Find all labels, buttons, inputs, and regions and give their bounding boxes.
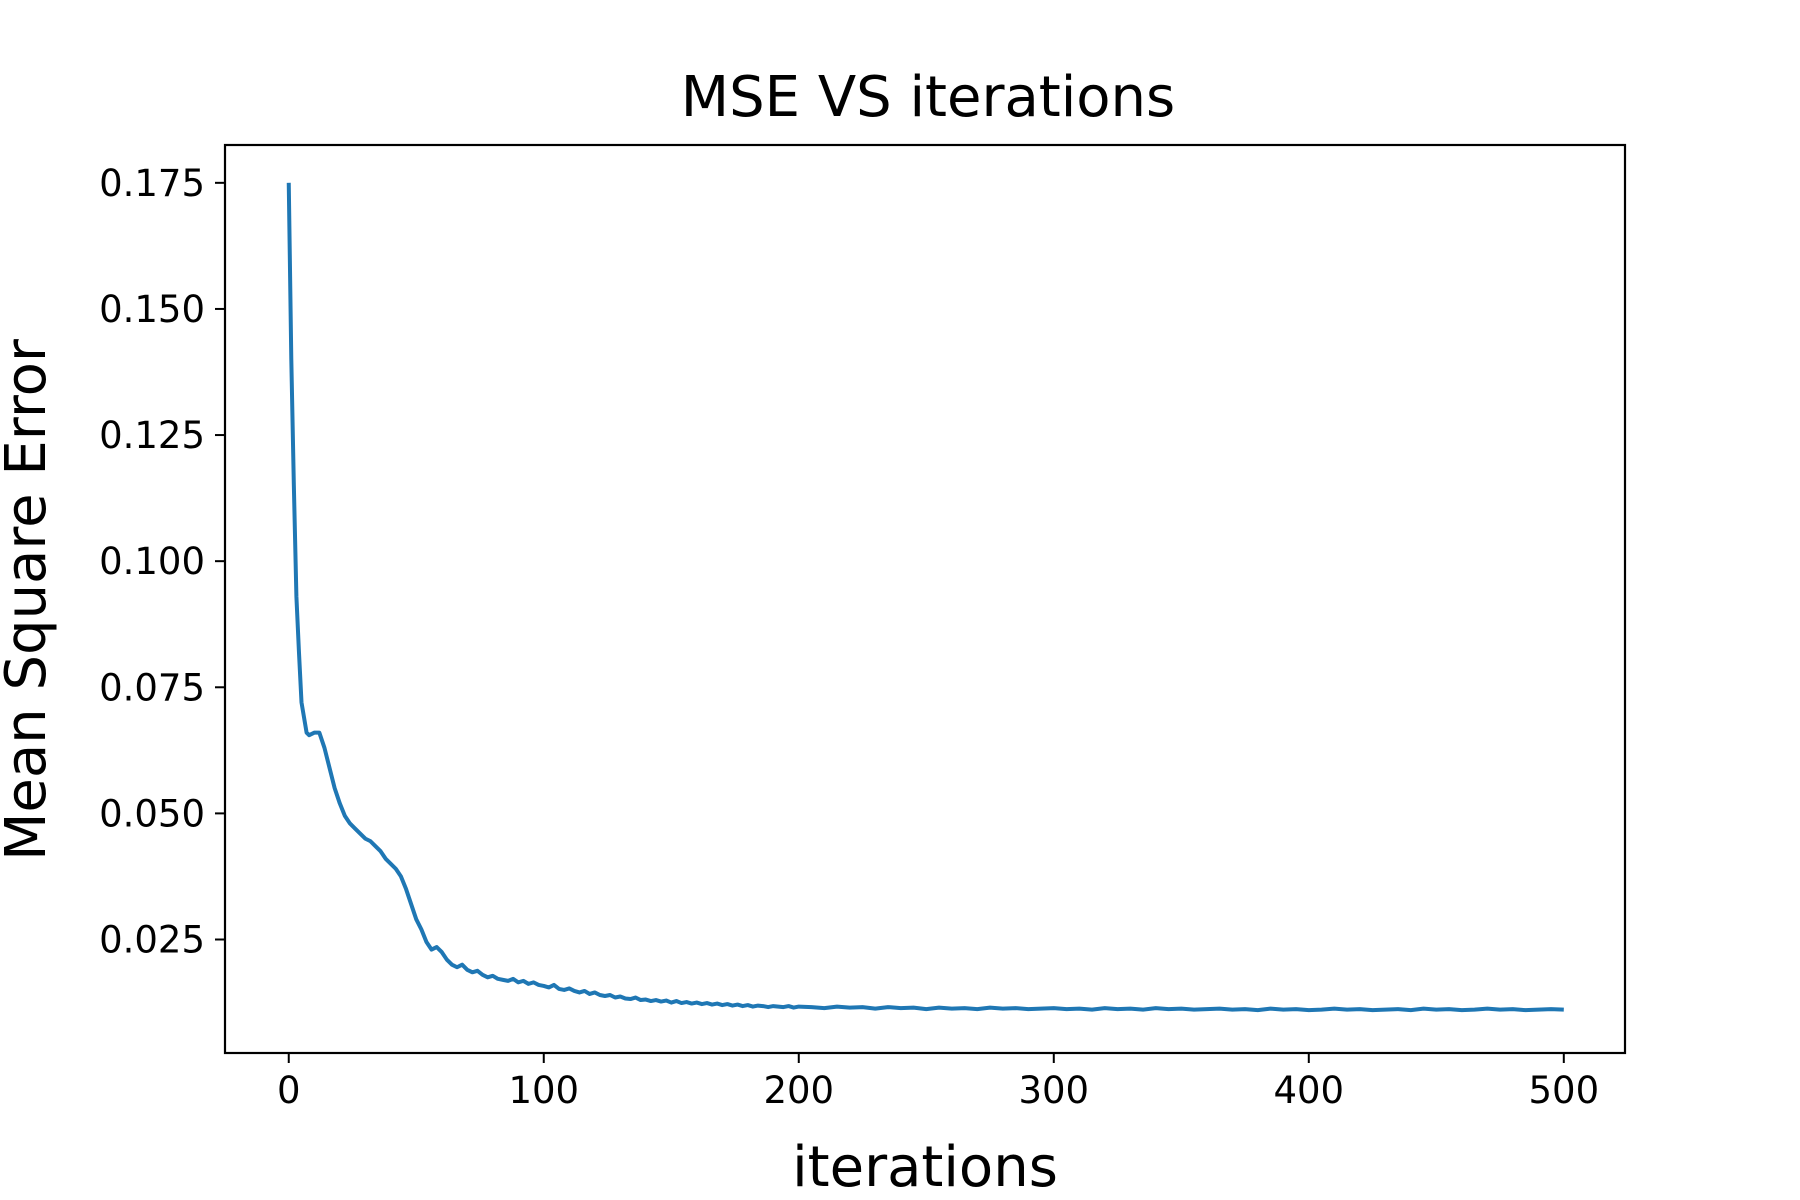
x-tick-label: 500 <box>1528 1069 1599 1112</box>
x-tick-label: 300 <box>1018 1069 1089 1112</box>
y-axis-label: Mean Square Error <box>0 338 59 861</box>
y-tick-label: 0.100 <box>99 540 205 583</box>
y-tick-label: 0.075 <box>99 666 205 709</box>
y-tick-label: 0.175 <box>99 162 205 205</box>
y-tick-label: 0.150 <box>99 288 205 331</box>
x-tick-label: 100 <box>508 1069 579 1112</box>
x-axis-label: iterations <box>792 1135 1058 1200</box>
y-tick-label: 0.125 <box>99 414 205 457</box>
x-tick-label: 0 <box>277 1069 301 1112</box>
x-axis: 0 100 200 300 400 500 <box>277 1053 1599 1112</box>
chart-title: MSE VS iterations <box>681 65 1175 130</box>
y-axis: 0.025 0.050 0.075 0.100 0.125 0.150 0.175 <box>99 162 225 962</box>
y-tick-label: 0.025 <box>99 919 205 962</box>
plot-area <box>286 182 1564 1013</box>
x-tick-label: 400 <box>1273 1069 1344 1112</box>
axes-frame <box>223 143 1627 1055</box>
y-tick-label: 0.050 <box>99 792 205 835</box>
x-tick-label: 200 <box>763 1069 834 1112</box>
mse-series-line <box>286 182 1564 1013</box>
